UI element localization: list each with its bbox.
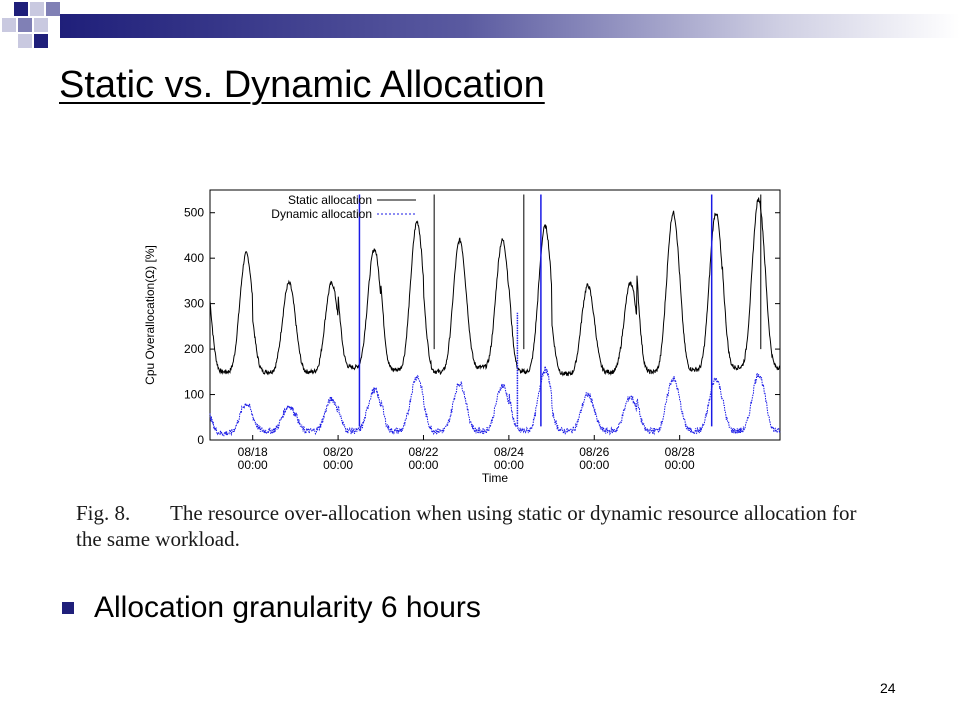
series-line-static bbox=[209, 197, 781, 377]
chart-series bbox=[209, 194, 781, 437]
title-banner bbox=[2, 2, 960, 48]
chart-plot-frame bbox=[209, 189, 781, 441]
x-tick-label: 08/26 bbox=[579, 445, 609, 459]
x-tick-label: 08/22 bbox=[408, 445, 438, 459]
bullet-text: Allocation granularity 6 hours bbox=[94, 591, 481, 624]
x-tick-label: 08/28 bbox=[665, 445, 695, 459]
x-tick-label-time: 00:00 bbox=[494, 458, 524, 472]
x-axis-label: Time bbox=[482, 471, 509, 485]
y-tick-label: 100 bbox=[184, 388, 204, 402]
x-tick-label-time: 00:00 bbox=[238, 458, 268, 472]
chart-ticks: 010020030040050008/1800:0008/2000:0008/2… bbox=[184, 206, 780, 472]
figure-caption: Fig. 8. The resource over-allocation when… bbox=[76, 500, 876, 552]
bullet-item: Allocation granularity 6 hours bbox=[62, 588, 481, 628]
banner-squares-logo bbox=[2, 2, 60, 48]
legend-label-dynamic: Dynamic allocation bbox=[271, 207, 372, 221]
slide-number: 24 bbox=[880, 680, 896, 696]
slide-title: Static vs. Dynamic Allocation bbox=[59, 64, 545, 106]
chart-legend: Static allocation Dynamic allocation bbox=[271, 193, 416, 221]
x-tick-label-time: 00:00 bbox=[408, 458, 438, 472]
overallocation-chart: 010020030040050008/1800:0008/2000:0008/2… bbox=[143, 189, 781, 485]
x-tick-label: 08/24 bbox=[494, 445, 524, 459]
caption-number: Fig. 8. bbox=[76, 501, 131, 525]
caption-text: The resource over-allocation when using … bbox=[76, 501, 857, 551]
x-tick-label-time: 00:00 bbox=[665, 458, 695, 472]
x-tick-label-time: 00:00 bbox=[323, 458, 353, 472]
y-tick-label: 400 bbox=[184, 251, 204, 265]
bullet-square-icon bbox=[62, 602, 74, 614]
y-tick-label: 300 bbox=[184, 297, 204, 311]
y-tick-label: 0 bbox=[197, 433, 204, 447]
x-tick-label-time: 00:00 bbox=[579, 458, 609, 472]
x-tick-label: 08/18 bbox=[238, 445, 268, 459]
x-tick-label: 08/20 bbox=[323, 445, 353, 459]
y-tick-label: 500 bbox=[184, 206, 204, 220]
legend-label-static: Static allocation bbox=[288, 193, 372, 207]
series-line-dynamic bbox=[209, 365, 781, 437]
y-tick-label: 200 bbox=[184, 342, 204, 356]
y-axis-label: Cpu Overallocation(Ω) [%] bbox=[143, 245, 157, 385]
banner-gradient-bar bbox=[60, 14, 960, 38]
